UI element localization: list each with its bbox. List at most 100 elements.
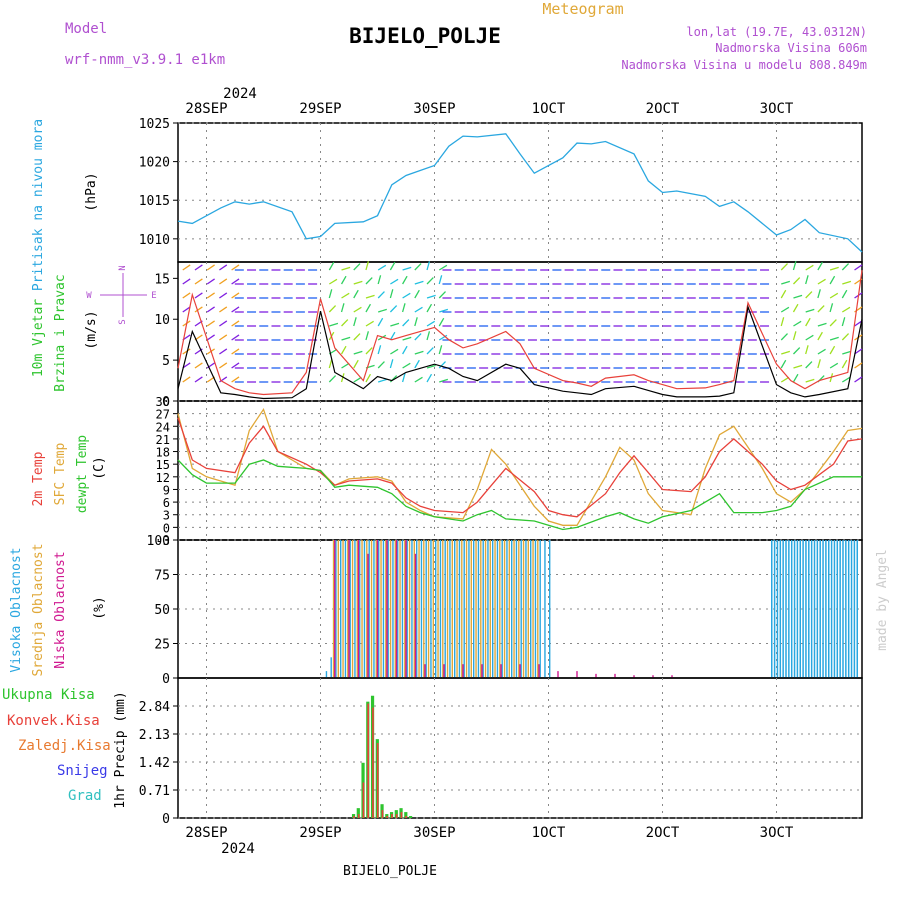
precip-conv-bar (372, 707, 374, 818)
wind-arrow (829, 362, 839, 369)
wind-arrow (401, 373, 406, 383)
wind-arrow (402, 336, 412, 341)
bottom-year-label: 2024 (221, 841, 255, 857)
top-date-label: 28SEP (185, 101, 227, 117)
wind-ylabel-sub: Brzina i Pravac (53, 274, 68, 391)
wind-arrow (854, 376, 863, 383)
wind-arrow (402, 266, 412, 271)
y-tick-label: 0.71 (139, 784, 170, 799)
wind-arrow (389, 261, 396, 271)
wind-arrow (817, 348, 826, 355)
wind-arrow (841, 306, 851, 313)
cloud-ylabel-a: Visoka Oblacnost (9, 547, 24, 672)
wind-arrow (353, 306, 362, 313)
y-tick-label: 75 (154, 569, 170, 584)
wind-arrow (402, 292, 411, 299)
top-year-label: 2024 (223, 86, 257, 102)
y-tick-label: 15 (154, 272, 170, 287)
wind-arrow (817, 278, 826, 285)
wind-arrow (182, 264, 191, 271)
dewpoint-line (177, 459, 862, 531)
wind-arrow (805, 378, 815, 383)
wind-arrow (780, 263, 788, 271)
wind-arrow (390, 348, 399, 355)
wind-arrow (353, 317, 357, 327)
precip-conv-bar (395, 814, 398, 818)
wind-arrow (781, 280, 791, 285)
sfc-temp-line (177, 407, 863, 526)
wind-arrow (219, 306, 228, 313)
wind-arrow (365, 294, 375, 299)
wind-arrow (817, 359, 821, 369)
precip-conv-bar (381, 810, 384, 818)
wind-arrow (328, 305, 337, 313)
wind-arrow (854, 320, 863, 327)
y-tick-label: -3 (156, 534, 170, 548)
wind-arrow (829, 266, 839, 271)
wind-arrow (841, 376, 851, 383)
wind-arrow (353, 289, 359, 299)
panel-frame (177, 261, 863, 402)
wind-arrow (414, 280, 424, 285)
wind-arrow (426, 364, 436, 369)
wind-arrow (414, 289, 420, 299)
wind-arrow (426, 331, 431, 341)
wind-arrow (353, 280, 363, 285)
y-tick-label: 5 (162, 354, 170, 369)
pressure-ylabel: Pritisak na nivou mora (31, 119, 46, 291)
wind-arrow (219, 362, 228, 369)
wind-arrow (206, 320, 215, 327)
wind-arrow (805, 334, 814, 341)
wind-arrow (805, 264, 814, 271)
y-tick-label: 1025 (139, 117, 170, 132)
bottom-date-label: 30SEP (413, 825, 455, 841)
footer-station: BIJELO_POLJE (343, 864, 437, 879)
wind-arrow (219, 278, 228, 285)
wind-arrow (341, 266, 351, 271)
precip-conv-bar (376, 743, 379, 818)
wind-arrow (402, 362, 411, 369)
wind-arrow (194, 306, 203, 313)
wind-arrow (817, 289, 821, 299)
cloud-panel: 0 25 50 75 100 (147, 534, 863, 687)
y-tick-label: 27 (156, 408, 170, 422)
wind-arrow (219, 348, 228, 355)
precip-conv-bar (391, 814, 393, 818)
compass-north: N (118, 265, 128, 270)
y-tick-label: 0 (163, 521, 170, 535)
wind-ylabel-main: 10m Vjetar (31, 299, 46, 377)
y-tick-label: 9 (163, 483, 170, 497)
wind-arrow (340, 275, 347, 285)
wind-arrow (780, 376, 790, 383)
wind-arrow (402, 345, 408, 355)
wind-arrow (194, 362, 203, 369)
y-tick-label: 15 (156, 458, 170, 472)
wind-arrow (365, 303, 372, 313)
wind-arrow (438, 345, 443, 355)
y-tick-label: 21 (156, 433, 170, 447)
wind-arrow (805, 317, 811, 327)
bottom-date-label: 2OCT (646, 825, 680, 841)
wind-arrow (780, 289, 787, 299)
wind-arrow (426, 261, 431, 271)
precip-legend-conv: Konvek.Kisa (7, 713, 100, 729)
wind-arrow (439, 308, 449, 313)
y-tick-label: 2.13 (139, 728, 170, 743)
wind-arrow (414, 333, 422, 341)
wind-arrow (219, 264, 228, 271)
precip-panel: 0 0.71 1.42 2.13 2.84 (139, 677, 863, 827)
wind-arrow (328, 278, 338, 285)
wind-arrow (793, 320, 802, 327)
wind-arrow (829, 319, 837, 327)
wind-arrow (353, 263, 361, 271)
wind-arrow (780, 317, 785, 327)
wind-arrow (390, 322, 400, 327)
wind-arrow (792, 347, 801, 355)
model-elevation-text: Nadmorska Visina u modelu 808.849m (621, 58, 867, 72)
y-tick-label: 24 (156, 420, 170, 434)
wind-arrow (206, 264, 215, 271)
wind-arrow (231, 306, 240, 313)
wind-arrow (219, 292, 228, 299)
top-date-labels: 28SEP 29SEP 30SEP 1OCT 2OCT 3OCT (185, 101, 794, 117)
wind-arrow (438, 334, 448, 341)
